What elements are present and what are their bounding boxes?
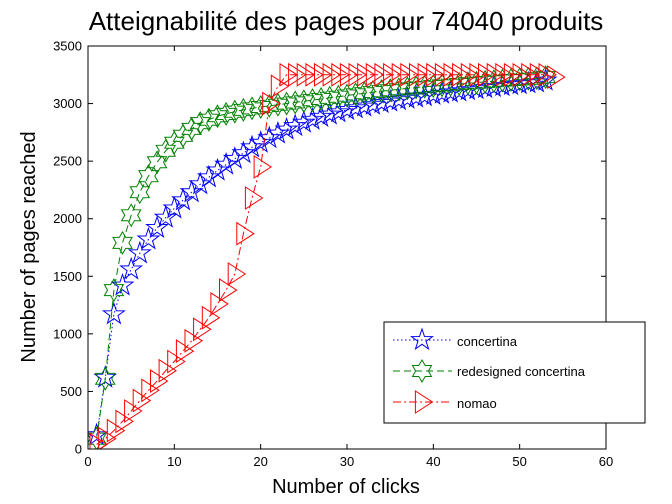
data-point <box>196 164 221 188</box>
data-point <box>145 215 169 239</box>
data-point <box>362 80 384 105</box>
data-point <box>138 164 159 189</box>
data-point <box>222 146 247 169</box>
legend-box <box>383 321 646 424</box>
y-tick-label: 2000 <box>53 211 82 226</box>
y-axis-label: Number of pages reached <box>18 131 40 362</box>
data-point <box>431 73 453 98</box>
legend: concertina redesigned concertina nomao <box>383 321 646 424</box>
x-axis-label: Number of clicks <box>272 476 420 498</box>
data-point <box>103 278 125 303</box>
data-point <box>127 240 152 264</box>
x-tick-label: 10 <box>167 454 181 469</box>
data-point <box>457 71 479 96</box>
y-tick-label: 500 <box>60 384 82 399</box>
data-point <box>88 426 108 449</box>
data-point <box>253 154 273 179</box>
data-point <box>146 150 168 175</box>
plot-area: 0 10 20 30 40 50 60 0 500 1000 1500 2000 2500 3000 350… <box>53 39 613 470</box>
data-point <box>283 113 308 137</box>
data-point <box>205 157 230 181</box>
data-point <box>440 72 461 97</box>
data-point <box>353 81 375 106</box>
data-point <box>188 171 213 195</box>
data-point <box>262 91 281 116</box>
data-point <box>207 104 228 129</box>
data-point <box>547 65 566 90</box>
data-point <box>236 221 255 246</box>
legend-marker-0 <box>409 327 435 351</box>
legend-label-nomao: nomao <box>457 396 497 411</box>
data-point <box>120 203 142 228</box>
x-tick-label: 60 <box>599 454 613 469</box>
data-point <box>101 301 126 325</box>
data-point <box>300 107 325 130</box>
data-point <box>248 130 273 153</box>
legend-label-redesigned-concertina: redesigned concertina <box>457 364 586 379</box>
data-point <box>244 186 264 210</box>
data-point <box>153 205 178 228</box>
data-point <box>516 70 541 94</box>
x-tick-label: 20 <box>253 454 267 469</box>
data-point <box>291 110 316 133</box>
data-point <box>231 140 256 164</box>
data-point <box>163 130 185 155</box>
data-point <box>309 104 334 127</box>
y-tick-label: 3500 <box>53 39 82 54</box>
series-2 <box>89 62 566 449</box>
data-point <box>317 101 342 125</box>
data-point <box>388 77 410 102</box>
data-point <box>240 134 264 158</box>
data-point <box>214 152 239 175</box>
legend-entries <box>393 327 452 414</box>
legend-marker-2 <box>414 390 434 414</box>
y-tick-label: 3000 <box>53 96 82 111</box>
legend-label-concertina: concertina <box>457 334 518 349</box>
data-point <box>326 99 351 123</box>
data-point <box>379 78 401 103</box>
data-point <box>535 65 556 90</box>
x-tick-label: 40 <box>426 454 440 469</box>
chart-title: Atteignabilité des pages pour 74040 prod… <box>89 6 604 36</box>
data-point <box>172 123 194 148</box>
x-tick-label: 0 <box>84 454 91 469</box>
y-tick-label: 1000 <box>53 326 82 341</box>
data-point <box>136 226 161 250</box>
data-point <box>198 107 220 132</box>
data-point <box>266 120 290 144</box>
data-point <box>94 366 116 391</box>
data-point <box>129 180 151 205</box>
series-1 <box>88 65 556 449</box>
data-point <box>110 272 135 296</box>
data-point <box>257 125 282 149</box>
data-point <box>155 138 177 163</box>
data-point <box>119 256 144 280</box>
data-point <box>181 116 202 141</box>
data-point <box>448 72 470 96</box>
data-point <box>112 230 133 255</box>
data-point <box>397 76 418 101</box>
series-line <box>96 76 546 439</box>
data-point <box>371 79 392 104</box>
x-tick-label: 50 <box>512 454 526 469</box>
data-point <box>430 81 454 104</box>
y-tick-label: 1500 <box>53 269 82 284</box>
y-tick-label: 0 <box>75 442 82 457</box>
x-tick-label: 30 <box>340 454 354 469</box>
y-tick-label: 2500 <box>53 154 82 169</box>
legend-marker-1 <box>411 359 433 383</box>
data-point <box>227 262 247 286</box>
data-point <box>274 116 299 140</box>
